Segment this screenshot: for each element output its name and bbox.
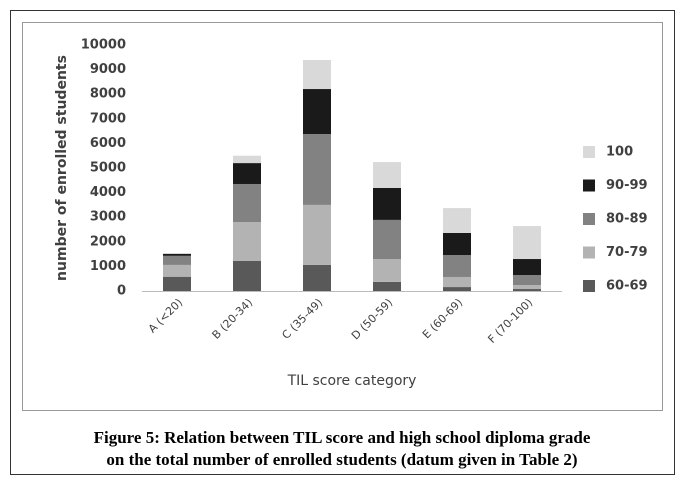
bar-segment [443, 287, 471, 291]
legend-swatch [583, 146, 595, 158]
y-tick-label: 0 [117, 284, 126, 299]
bar-segment [373, 187, 401, 220]
bar-segment [303, 204, 331, 265]
legend-swatch [583, 179, 595, 192]
bar-segment [443, 276, 471, 288]
x-tick-label: D (50-59) [349, 296, 395, 342]
legend-swatch [583, 213, 595, 225]
bar-segment [233, 260, 261, 291]
y-tick-label: 6000 [90, 136, 126, 151]
y-axis-title: number of enrolled students [54, 55, 70, 281]
bar-segment [163, 276, 191, 291]
x-tick-label: E (60-69) [420, 296, 465, 341]
bar-segment [233, 222, 261, 261]
legend-swatch [583, 280, 595, 292]
legend-label: 90-99 [606, 178, 648, 193]
y-tick-label: 10000 [81, 38, 126, 53]
bar-segment [233, 155, 261, 164]
bar-segment [443, 208, 471, 233]
bar-segment [303, 60, 331, 90]
bar-segment [303, 89, 331, 135]
bar-segment [443, 232, 471, 256]
legend-label: 70-79 [606, 245, 648, 260]
y-tick-label: 9000 [90, 62, 126, 77]
bar-segment [513, 226, 541, 260]
bar-segment [373, 219, 401, 260]
x-tick-label: F (70-100) [485, 296, 535, 346]
y-tick-label: 1000 [90, 259, 126, 274]
y-tick-label: 8000 [90, 87, 126, 102]
bar-segment [163, 255, 191, 265]
bar-segment [303, 134, 331, 205]
x-tick-label: A (<20) [146, 296, 185, 335]
caption-line: Figure 5: Relation between TIL score and… [94, 428, 591, 447]
chart-frame [22, 22, 663, 411]
bar-segment [163, 253, 191, 256]
y-tick-label: 4000 [90, 185, 126, 200]
legend-label: 80-89 [606, 212, 648, 227]
bar-segment [513, 259, 541, 276]
bar-segment [233, 163, 261, 184]
legend-label: 60-69 [606, 279, 648, 294]
bar-segment [513, 285, 541, 290]
y-tick-label: 5000 [90, 161, 126, 176]
bar-segment [373, 259, 401, 282]
x-tick-label: B (20-34) [210, 296, 256, 342]
x-axis-title: TIL score category [287, 373, 417, 389]
caption-line: on the total number of enrolled students… [106, 450, 577, 469]
y-tick-label: 2000 [90, 234, 126, 249]
bar-segment [163, 253, 191, 254]
bar-segment [443, 255, 471, 277]
bar-segment [163, 264, 191, 277]
legend-label: 100 [606, 145, 633, 160]
outer-frame [10, 10, 675, 475]
bar-segment [373, 162, 401, 188]
legend-swatch [583, 246, 595, 259]
y-tick-label: 7000 [90, 111, 126, 126]
y-tick-label: 3000 [90, 210, 126, 225]
bar-segment [303, 264, 331, 291]
bar-segment [513, 275, 541, 286]
bar-segment [513, 289, 541, 291]
bar-segment [373, 281, 401, 291]
bar-segment [233, 183, 261, 223]
x-tick-label: C (35-49) [279, 296, 325, 342]
